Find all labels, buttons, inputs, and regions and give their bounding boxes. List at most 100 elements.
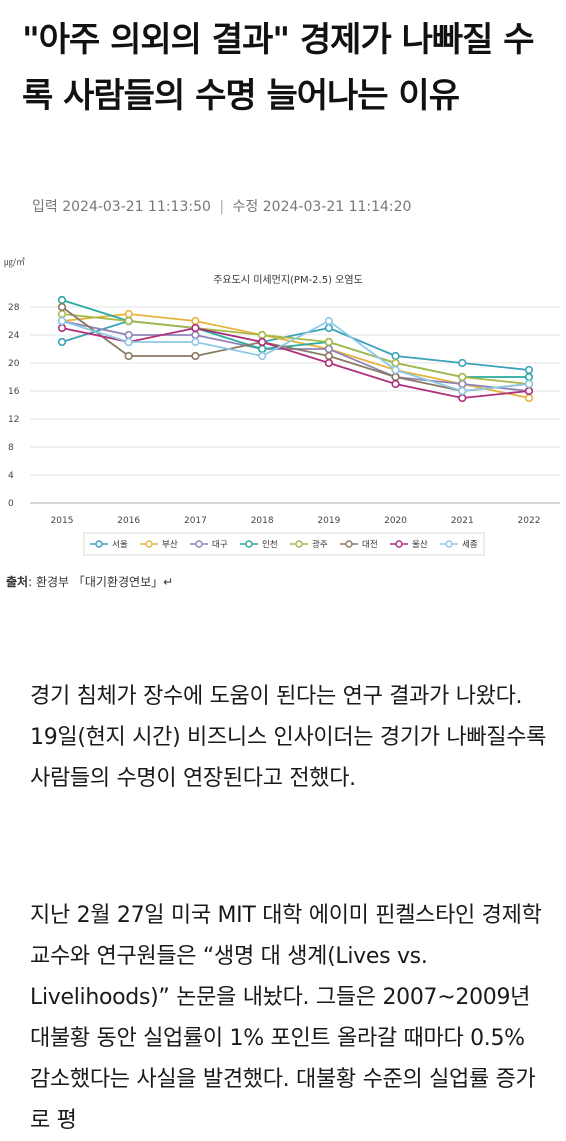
legend-swatch-marker — [395, 540, 403, 548]
data-point — [524, 393, 534, 403]
x-tick-label: 2022 — [518, 516, 541, 526]
data-point — [57, 316, 67, 326]
data-point — [258, 337, 267, 347]
legend-label: 대구 — [212, 540, 228, 550]
legend-label: 울산 — [412, 539, 428, 550]
data-point — [258, 330, 267, 340]
legend-swatch-marker — [245, 540, 253, 548]
data-point — [258, 344, 267, 354]
legend-swatch-marker — [145, 540, 153, 548]
data-point — [324, 358, 333, 368]
published-timestamp: 2024-03-21 11:13:50 — [62, 199, 211, 215]
published-label: 입력 — [32, 199, 58, 215]
data-point — [191, 351, 200, 361]
data-point — [124, 330, 133, 340]
legend-swatch-marker — [295, 540, 303, 548]
data-point — [191, 337, 200, 347]
data-point — [324, 337, 333, 347]
article-title: "아주 의외의 결과" 경제가 나빠질 수록 사람들의 수명 늘어나는 이유 — [22, 20, 535, 116]
data-point — [57, 295, 67, 305]
y-tick-label: 8 — [8, 443, 14, 453]
x-axis-ticks: 2015 2016 2017 2018 2019 2020 2021 2022 — [51, 516, 541, 526]
article-paragraph: 경기 침체가 장수에 도움이 된다는 연구 결과가 나왔다. 19일(현지 시간… — [30, 684, 547, 791]
source-label: 출처 — [6, 575, 29, 589]
figure-source: 출처: 환경부 「대기환경연보」↵ — [6, 573, 173, 590]
chart-legend: 서울 부산 대구 인천 광주 대전 울산 세종 — [83, 532, 485, 556]
data-point — [57, 309, 67, 319]
y-tick-label: 20 — [8, 359, 20, 369]
data-point — [258, 351, 267, 361]
data-point — [524, 379, 534, 389]
series-points — [57, 295, 534, 403]
series-line — [61, 319, 530, 392]
data-point — [324, 316, 333, 326]
data-point — [124, 309, 133, 319]
data-point — [191, 323, 200, 333]
data-point — [124, 337, 133, 347]
pm25-chart-figure: ㎍/㎥ 주요도시 미세먼지(PM-2.5) 오염도 0 4 8 12 16 20 24 28 … — [0, 245, 566, 575]
data-point — [458, 372, 467, 382]
article-paragraph: 지난 2월 27일 미국 MIT 대학 에이미 핀켈스타인 경제학 교수와 연구… — [30, 903, 542, 1133]
y-tick-label: 16 — [8, 387, 20, 397]
legend-label: 대전 — [362, 539, 378, 550]
data-point — [524, 372, 534, 382]
data-point — [324, 344, 333, 354]
legend-swatch-marker — [195, 540, 203, 548]
x-tick-label: 2018 — [251, 516, 274, 526]
chart-grid — [30, 306, 560, 504]
legend-swatch-marker — [95, 540, 103, 548]
y-tick-label: 24 — [8, 331, 20, 341]
legend-swatch-marker — [345, 540, 353, 548]
data-point — [458, 393, 467, 403]
series-line — [61, 306, 530, 392]
y-tick-label: 28 — [8, 303, 20, 313]
x-tick-label: 2015 — [51, 516, 74, 526]
x-tick-label: 2017 — [184, 516, 207, 526]
series-lines — [61, 299, 530, 399]
data-point — [124, 351, 133, 361]
x-tick-label: 2021 — [451, 516, 474, 526]
data-point — [124, 316, 133, 326]
source-text: : 환경부 「대기환경연보」↵ — [28, 575, 174, 589]
legend-box — [83, 532, 485, 556]
legend-label: 부산 — [162, 539, 178, 550]
data-point — [524, 365, 534, 375]
x-tick-label: 2019 — [317, 516, 340, 526]
y-axis-ticks: 0 4 8 12 16 20 24 28 — [8, 303, 20, 509]
series-line — [61, 313, 530, 399]
data-point — [391, 372, 400, 382]
data-point — [57, 323, 67, 333]
data-point — [391, 351, 400, 361]
legend-label: 인천 — [262, 539, 278, 550]
data-point — [324, 351, 333, 361]
chart-title: 주요도시 미세먼지(PM-2.5) 오염도 — [213, 274, 363, 286]
y-tick-label: 12 — [8, 415, 19, 425]
data-point — [391, 379, 400, 389]
data-point — [391, 365, 400, 375]
modified-label: 수정 — [232, 199, 259, 215]
legend-swatch-marker — [445, 540, 453, 548]
legend-label: 광주 — [312, 539, 328, 550]
data-point — [524, 386, 534, 396]
article-meta: 입력 2024-03-21 11:13:50 | 수정 2024-03-21 1… — [32, 196, 411, 216]
y-tick-label: 4 — [8, 471, 14, 481]
data-point — [324, 323, 333, 333]
data-point — [57, 337, 67, 347]
legend-label: 세종 — [462, 540, 478, 550]
data-point — [57, 302, 67, 312]
data-point — [458, 386, 467, 396]
meta-divider: | — [219, 199, 225, 215]
y-tick-label: 0 — [8, 499, 14, 509]
pm25-line-chart: ㎍/㎥ 주요도시 미세먼지(PM-2.5) 오염도 0481216202428 … — [4, 257, 560, 556]
y-axis-unit: ㎍/㎥ — [4, 257, 25, 268]
data-point — [458, 358, 467, 368]
series-line — [61, 327, 530, 399]
data-point — [191, 316, 200, 326]
data-point — [391, 358, 400, 368]
data-point — [458, 379, 467, 389]
x-tick-label: 2020 — [384, 516, 407, 526]
x-tick-label: 2016 — [117, 516, 140, 526]
legend-label: 서울 — [112, 540, 128, 550]
modified-timestamp: 2024-03-21 11:14:20 — [262, 199, 412, 215]
data-point — [191, 330, 200, 340]
